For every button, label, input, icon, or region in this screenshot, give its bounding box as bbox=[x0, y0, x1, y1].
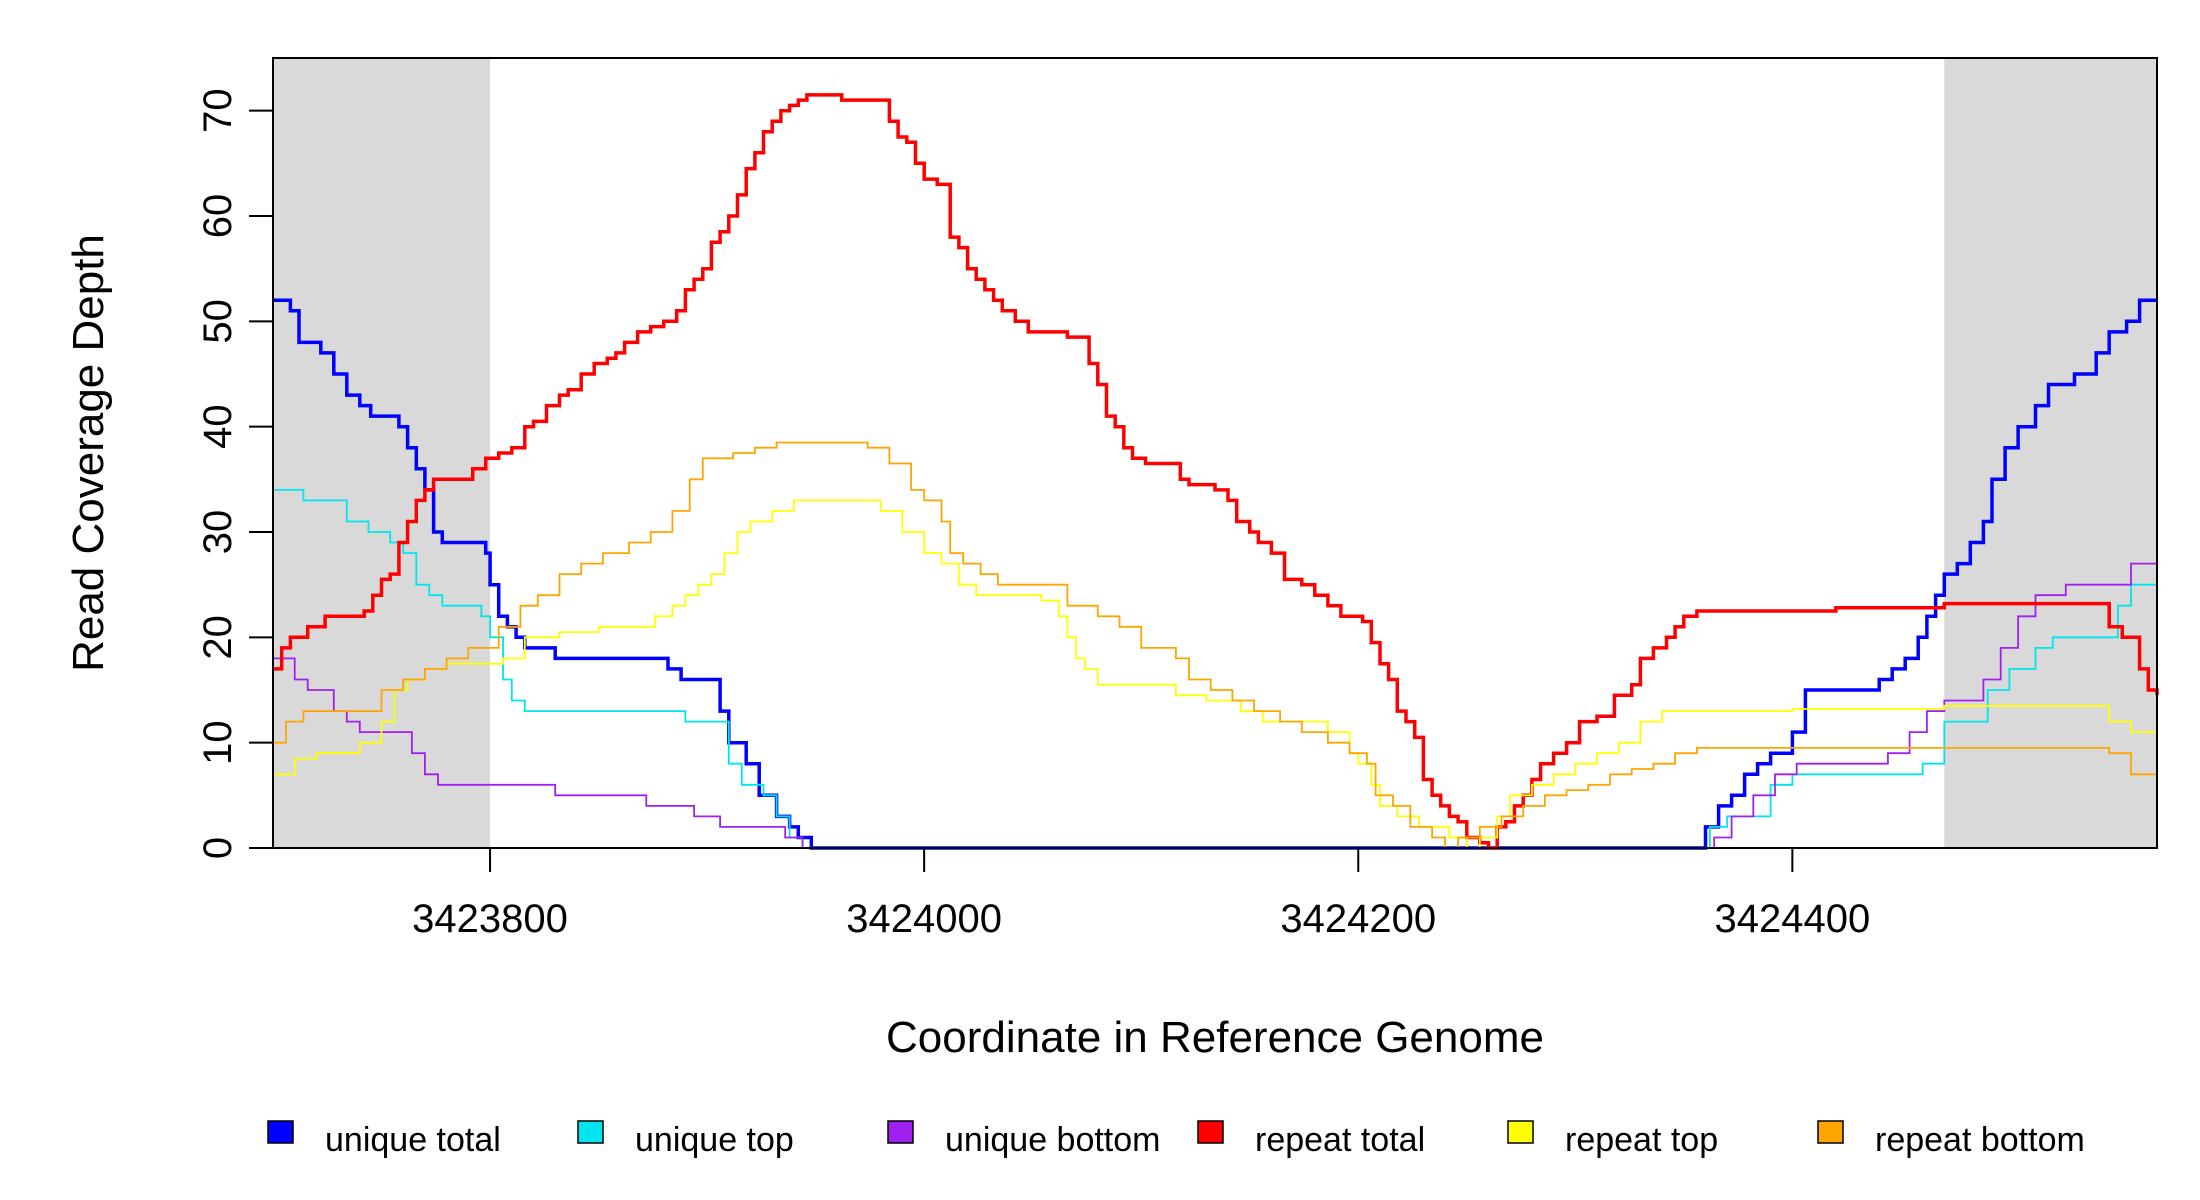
legend-swatch-repeat-top bbox=[1507, 1120, 1534, 1144]
legend-swatch-repeat-total bbox=[1197, 1120, 1224, 1144]
shaded-regions bbox=[273, 58, 2157, 848]
legend-label: repeat total bbox=[1255, 1121, 1425, 1159]
y-tick-label: 60 bbox=[196, 194, 240, 239]
y-tick-label: 0 bbox=[196, 837, 240, 859]
series-line-repeat-total bbox=[273, 93, 2159, 850]
legend-swatch-unique-bottom bbox=[887, 1120, 914, 1144]
y-tick-label: 50 bbox=[196, 299, 240, 344]
series-lines bbox=[273, 93, 2159, 850]
x-tick-label: 3424200 bbox=[1280, 897, 1436, 941]
y-tick-label: 30 bbox=[196, 510, 240, 555]
legend-label: repeat top bbox=[1565, 1121, 1718, 1159]
x-tick-label: 3424400 bbox=[1714, 897, 1870, 941]
x-axis: 3423800 3424000 3424200 3424400 bbox=[412, 847, 1870, 941]
legend-swatch-unique-total bbox=[267, 1120, 294, 1144]
y-axis-title: Read Coverage Depth bbox=[64, 234, 113, 672]
legend-label: unique bottom bbox=[945, 1121, 1161, 1159]
x-axis-title: Coordinate in Reference Genome bbox=[886, 1013, 1544, 1062]
shaded-region-0 bbox=[273, 58, 491, 848]
shaded-region-1 bbox=[1944, 58, 2157, 848]
legend: unique total unique top unique bottom repea… bbox=[267, 1120, 2085, 1159]
x-tick-label: 3423800 bbox=[412, 897, 568, 941]
series-line-unique-top bbox=[273, 489, 2157, 849]
y-tick-label: 20 bbox=[196, 615, 240, 660]
legend-label: repeat bottom bbox=[1875, 1121, 2085, 1159]
plot-frame bbox=[272, 57, 2158, 849]
x-tick-label: 3424000 bbox=[846, 897, 1002, 941]
series-line-repeat-top bbox=[273, 499, 2158, 849]
y-tick-label: 10 bbox=[196, 720, 240, 765]
series-line-unique-total bbox=[273, 298, 2157, 850]
y-tick-label: 70 bbox=[196, 88, 240, 132]
legend-label: unique top bbox=[635, 1121, 794, 1159]
legend-swatch-repeat-bottom bbox=[1817, 1120, 1844, 1144]
legend-label: unique total bbox=[325, 1121, 501, 1159]
series-line-repeat-bottom bbox=[273, 441, 2158, 849]
legend-swatch-unique-top bbox=[577, 1120, 604, 1144]
y-axis: 0 10 20 30 40 50 60 70 bbox=[196, 88, 274, 859]
y-tick-label: 40 bbox=[196, 404, 240, 449]
